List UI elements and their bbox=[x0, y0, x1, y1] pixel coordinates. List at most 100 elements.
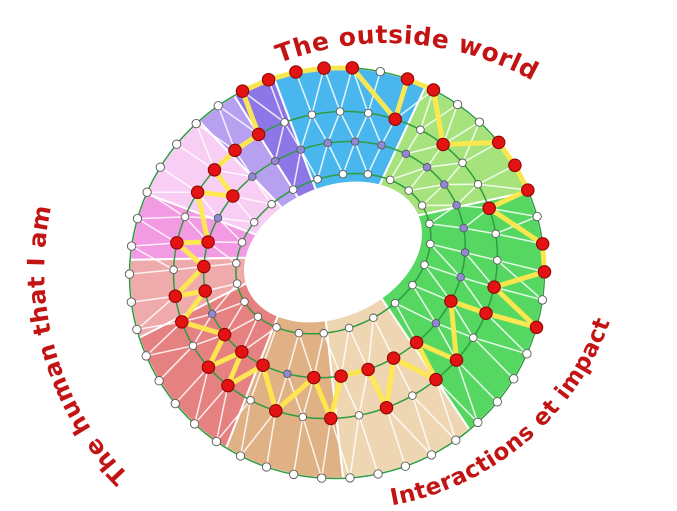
white-node bbox=[307, 110, 317, 119]
purple-node bbox=[296, 145, 306, 154]
mesh-line bbox=[419, 89, 435, 131]
purple-node bbox=[431, 318, 441, 328]
mesh-line bbox=[242, 90, 285, 124]
mesh-line bbox=[435, 322, 458, 361]
white-node bbox=[237, 238, 247, 247]
mesh-line bbox=[339, 67, 354, 112]
mesh-line bbox=[302, 377, 315, 418]
white-node bbox=[491, 229, 500, 239]
mesh-line bbox=[174, 366, 210, 405]
white-node bbox=[373, 469, 383, 479]
mesh-line bbox=[477, 164, 516, 185]
purple-node bbox=[270, 156, 280, 166]
mesh-line bbox=[430, 243, 466, 254]
white-node bbox=[235, 451, 246, 461]
white-node bbox=[509, 374, 519, 384]
white-node bbox=[426, 239, 435, 249]
mesh-line bbox=[340, 375, 360, 416]
red-node bbox=[400, 72, 415, 86]
mesh-line bbox=[351, 67, 369, 114]
white-node bbox=[294, 328, 304, 338]
white-node bbox=[417, 201, 427, 210]
mesh-line bbox=[298, 332, 315, 378]
mesh-line bbox=[394, 89, 434, 120]
mesh-line bbox=[311, 114, 329, 144]
mesh-line bbox=[217, 105, 236, 151]
mesh-line bbox=[485, 312, 528, 355]
red-node bbox=[307, 370, 321, 385]
white-node bbox=[246, 396, 255, 405]
mesh-line bbox=[367, 112, 383, 146]
mesh-line bbox=[129, 268, 174, 275]
white-node bbox=[363, 108, 373, 118]
mesh-line bbox=[372, 317, 395, 359]
white-node bbox=[375, 66, 385, 77]
white-node bbox=[369, 313, 378, 323]
white-node bbox=[335, 107, 345, 116]
purple-node bbox=[401, 149, 411, 159]
mesh-line bbox=[215, 385, 229, 442]
mesh-line bbox=[292, 149, 302, 190]
mesh-line bbox=[217, 105, 260, 136]
white-node bbox=[363, 170, 373, 179]
mesh-line bbox=[455, 359, 479, 423]
wheel-layers bbox=[124, 61, 552, 483]
purple-node bbox=[452, 200, 461, 210]
mesh-line bbox=[456, 183, 479, 206]
red-node bbox=[535, 237, 550, 251]
white-node bbox=[253, 312, 263, 322]
mesh-line bbox=[330, 418, 351, 479]
purple-node bbox=[422, 162, 432, 172]
mesh-line bbox=[367, 317, 375, 370]
mesh-line bbox=[367, 144, 383, 175]
red-node bbox=[334, 369, 348, 383]
red-node bbox=[197, 259, 211, 274]
mesh-line bbox=[389, 153, 407, 181]
mesh-line bbox=[339, 111, 356, 142]
white-node bbox=[232, 279, 242, 288]
mesh-line bbox=[146, 345, 194, 357]
mesh-line bbox=[464, 252, 495, 288]
red-node bbox=[444, 294, 458, 308]
white-node bbox=[338, 169, 348, 179]
white-node bbox=[132, 213, 143, 224]
red-node bbox=[289, 65, 303, 79]
white-node bbox=[280, 118, 289, 127]
mesh-line bbox=[429, 243, 462, 278]
white-node bbox=[169, 265, 178, 274]
white-node bbox=[420, 260, 429, 270]
mesh-line bbox=[195, 122, 236, 152]
white-node bbox=[408, 280, 417, 290]
mesh-line bbox=[455, 359, 498, 403]
red-node bbox=[170, 236, 184, 250]
mesh-line bbox=[137, 217, 178, 244]
mesh-line bbox=[495, 233, 543, 245]
red-node bbox=[388, 112, 402, 126]
white-node bbox=[240, 297, 249, 307]
mesh-line bbox=[358, 369, 369, 416]
purple-node bbox=[459, 223, 468, 233]
white-node bbox=[191, 118, 201, 129]
white-node bbox=[142, 187, 152, 197]
red-node bbox=[235, 345, 249, 359]
white-node bbox=[522, 349, 532, 359]
mesh-line bbox=[450, 300, 474, 339]
red-node bbox=[228, 143, 242, 158]
red-node bbox=[487, 280, 501, 294]
mesh-line bbox=[292, 416, 304, 475]
white-node bbox=[289, 469, 299, 480]
mesh-line bbox=[286, 332, 300, 375]
mesh-line bbox=[405, 129, 422, 155]
red-node bbox=[190, 185, 205, 200]
mesh-line bbox=[251, 176, 273, 205]
white-node bbox=[451, 435, 461, 445]
mesh-line bbox=[327, 111, 341, 144]
mesh-line bbox=[145, 321, 183, 357]
mesh-line bbox=[342, 141, 356, 175]
mesh-line bbox=[412, 284, 452, 302]
mesh-line bbox=[394, 302, 418, 343]
purple-node bbox=[456, 272, 465, 282]
mesh-line bbox=[274, 122, 286, 162]
